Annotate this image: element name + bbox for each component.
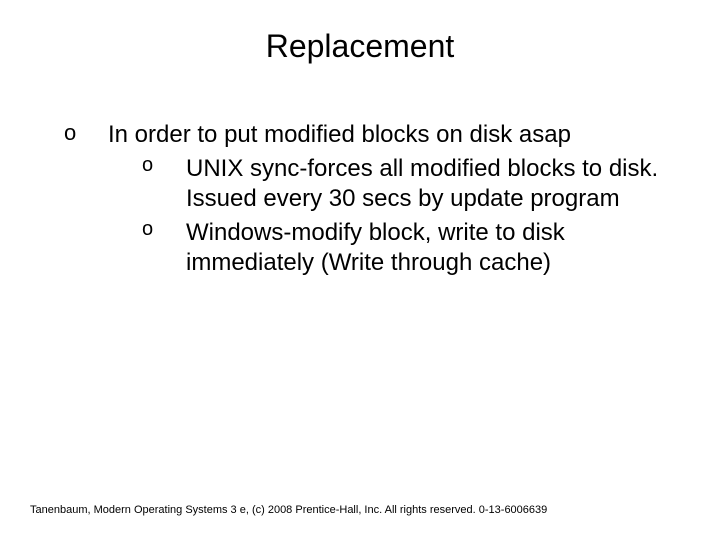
slide-content: o In order to put modified blocks on dis… <box>30 120 690 278</box>
bullet-marker: o <box>142 154 186 214</box>
bullet-text: UNIX sync-forces all modified blocks to … <box>186 154 660 214</box>
bullet-text: Windows-modify block, write to disk imme… <box>186 218 660 278</box>
bullet-marker: o <box>60 120 108 150</box>
slide-footer: Tanenbaum, Modern Operating Systems 3 e,… <box>30 504 547 516</box>
bullet-marker: o <box>142 218 186 278</box>
bullet-text: In order to put modified blocks on disk … <box>108 120 571 150</box>
slide-container: Replacement o In order to put modified b… <box>0 0 720 540</box>
slide-title: Replacement <box>30 28 690 65</box>
bullet-level2: o Windows-modify block, write to disk im… <box>60 218 660 278</box>
bullet-level1: o In order to put modified blocks on dis… <box>60 120 660 150</box>
bullet-level2: o UNIX sync-forces all modified blocks t… <box>60 154 660 214</box>
